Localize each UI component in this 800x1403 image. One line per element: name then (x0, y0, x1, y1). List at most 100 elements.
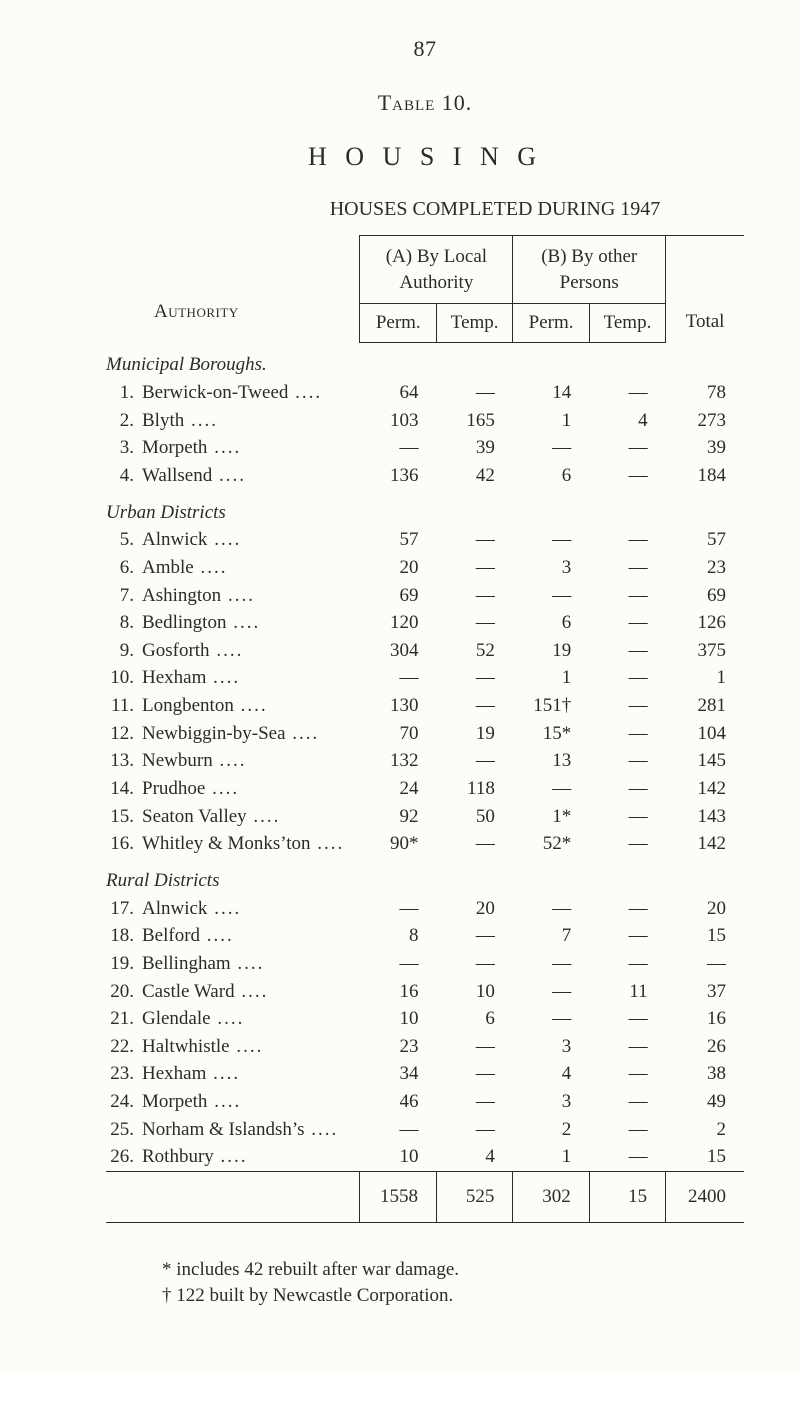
table-cell: — (589, 1033, 665, 1061)
table-cell: 273 (666, 407, 744, 435)
authority-cell: 26.Rothbury .... (106, 1143, 360, 1171)
table-cell: 69 (360, 582, 437, 610)
section-heading-row: Municipal Boroughs. (106, 342, 744, 379)
leader-dots: .... (234, 695, 268, 716)
table-cell: — (589, 1088, 665, 1116)
table-cell: 3 (513, 1088, 589, 1116)
table-cell: — (589, 1060, 665, 1088)
table-cell: — (437, 554, 513, 582)
totals-row: 1558 525 302 15 2400 (106, 1172, 744, 1223)
table-cell: 15 (666, 922, 744, 950)
table-cell: — (589, 609, 665, 637)
leader-dots: .... (212, 465, 246, 486)
row-number: 21. (106, 1006, 134, 1032)
table-cell: — (589, 950, 665, 978)
table-cell: — (437, 1060, 513, 1088)
table-cell: 6 (437, 1005, 513, 1033)
table-cell: 78 (666, 379, 744, 407)
col-authority: Authority (106, 236, 360, 343)
table-cell: — (437, 1088, 513, 1116)
table-row: 19.Bellingham ....————— (106, 950, 744, 978)
row-number: 25. (106, 1117, 134, 1143)
leader-dots: .... (207, 1091, 241, 1112)
table-cell: 104 (666, 720, 744, 748)
table-cell: — (437, 379, 513, 407)
table-row: 10.Hexham ....——1—1 (106, 664, 744, 692)
table-cell: 8 (360, 922, 437, 950)
row-number: 10. (106, 665, 134, 691)
table-cell: 23 (666, 554, 744, 582)
housing-table: Authority (A) By Local Authority (B) By … (106, 235, 744, 1223)
authority-name: Whitley & Monks’ton (142, 833, 311, 854)
leader-dots: .... (200, 925, 234, 946)
table-row: 4.Wallsend ....136426—184 (106, 462, 744, 490)
section-title: Rural Districts (106, 858, 360, 895)
authority-cell: 25.Norham & Islandsh’s .... (106, 1116, 360, 1144)
table-cell: — (589, 434, 665, 462)
authority-name: Berwick-on-Tweed (142, 382, 288, 403)
leader-dots: .... (194, 557, 228, 578)
leader-dots: .... (286, 723, 320, 744)
table-cell: — (437, 692, 513, 720)
authority-name: Bedlington (142, 612, 226, 633)
table-cell: 24 (360, 775, 437, 803)
authority-cell: 1.Berwick-on-Tweed .... (106, 379, 360, 407)
row-number: 11. (106, 693, 134, 719)
table-cell: 16 (360, 978, 437, 1006)
row-number: 17. (106, 896, 134, 922)
table-cell: 19 (437, 720, 513, 748)
table-cell: 20 (437, 895, 513, 923)
row-number: 5. (106, 527, 134, 553)
table-cell: 11 (589, 978, 665, 1006)
table-row: 23.Hexham ....34—4—38 (106, 1060, 744, 1088)
table-row: 2.Blyth ....10316514273 (106, 407, 744, 435)
authority-cell: 9.Gosforth .... (106, 637, 360, 665)
table-cell: 120 (360, 609, 437, 637)
table-cell: 90* (360, 830, 437, 858)
table-cell: 19 (513, 637, 589, 665)
table-cell: 52 (437, 637, 513, 665)
table-cell: — (589, 1143, 665, 1171)
table-row: 12.Newbiggin-by-Sea ....701915*—104 (106, 720, 744, 748)
table-cell: — (589, 582, 665, 610)
row-number: 16. (106, 831, 134, 857)
authority-name: Amble (142, 557, 194, 578)
table-cell: 39 (666, 434, 744, 462)
table-cell: 3 (513, 1033, 589, 1061)
table-cell: 20 (360, 554, 437, 582)
table-cell: — (666, 950, 744, 978)
row-number: 3. (106, 435, 134, 461)
table-cell: 23 (360, 1033, 437, 1061)
table-row: 11.Longbenton ....130—151†—281 (106, 692, 744, 720)
authority-cell: 7.Ashington .... (106, 582, 360, 610)
authority-name: Hexham (142, 667, 206, 688)
authority-cell: 13.Newburn .... (106, 747, 360, 775)
authority-cell: 20.Castle Ward .... (106, 978, 360, 1006)
authority-name: Longbenton (142, 695, 234, 716)
authority-name: Glendale (142, 1008, 211, 1029)
table-cell: 10 (437, 978, 513, 1006)
table-cell: — (513, 582, 589, 610)
table-row: 15.Seaton Valley ....92501*—143 (106, 803, 744, 831)
table-cell: 15 (666, 1143, 744, 1171)
table-cell: 10 (360, 1005, 437, 1033)
authority-name: Castle Ward (142, 981, 235, 1002)
authority-cell: 17.Alnwick .... (106, 895, 360, 923)
authority-name: Norham & Islandsh’s (142, 1119, 305, 1140)
table-cell: 37 (666, 978, 744, 1006)
col-group-b: (B) By other Persons (513, 236, 666, 304)
authority-cell: 2.Blyth .... (106, 407, 360, 435)
table-row: 26.Rothbury ....1041—15 (106, 1143, 744, 1171)
table-cell: 2 (666, 1116, 744, 1144)
leader-dots: .... (231, 953, 265, 974)
table-cell: — (589, 1005, 665, 1033)
table-row: 16.Whitley & Monks’ton ....90*—52*—142 (106, 830, 744, 858)
table-cell: 10 (360, 1143, 437, 1171)
authority-cell: 4.Wallsend .... (106, 462, 360, 490)
authority-cell: 23.Hexham .... (106, 1060, 360, 1088)
row-number: 2. (106, 408, 134, 434)
row-number: 14. (106, 776, 134, 802)
table-cell: — (589, 922, 665, 950)
table-cell: — (437, 747, 513, 775)
table-cell: — (589, 379, 665, 407)
